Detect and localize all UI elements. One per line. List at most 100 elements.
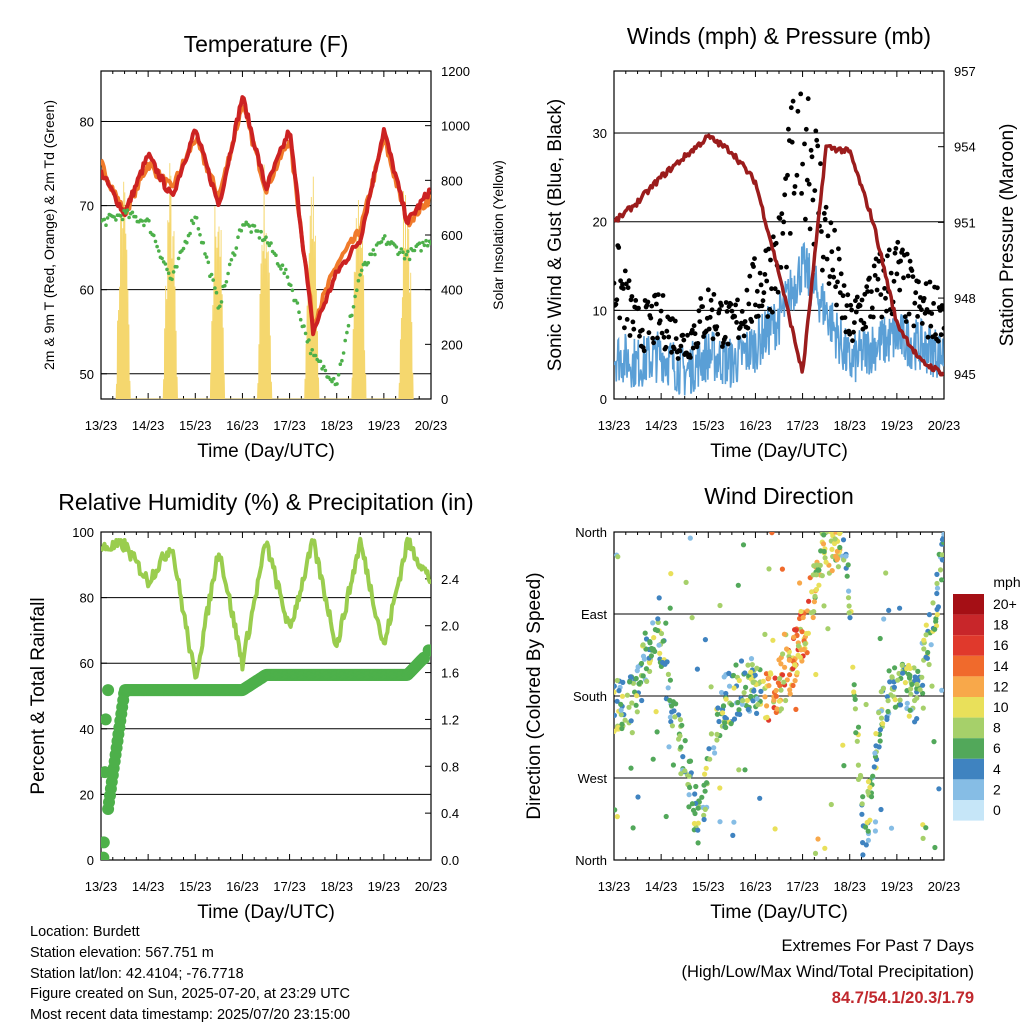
legend-label: 16 <box>993 637 1009 653</box>
dewpoint-point <box>265 241 270 245</box>
gust-point <box>844 303 850 308</box>
direction-point <box>853 730 859 736</box>
direction-point <box>650 756 656 762</box>
direction-point <box>619 693 626 699</box>
direction-point <box>870 773 876 779</box>
direction-point <box>704 780 710 786</box>
legend-label: 10 <box>993 699 1009 715</box>
direction-point <box>648 653 655 659</box>
direction-point <box>678 744 684 750</box>
direction-point <box>614 807 618 813</box>
gust-point <box>636 305 641 311</box>
direction-point <box>921 646 927 652</box>
gust-point <box>909 268 915 273</box>
direction-point <box>800 614 806 621</box>
dewpoint-point <box>175 265 179 269</box>
dewpoint-point <box>302 324 306 328</box>
gust-point <box>878 292 884 297</box>
gust-point <box>935 285 940 291</box>
direction-point <box>771 697 777 703</box>
direction-point <box>626 704 632 710</box>
direction-point <box>878 715 885 721</box>
gust-point <box>849 307 854 313</box>
gust-point <box>898 258 903 264</box>
direction-point <box>614 689 617 695</box>
gust-point <box>826 281 832 286</box>
gust-point <box>707 314 713 320</box>
legend-swatch <box>953 697 984 718</box>
gust-point <box>901 275 906 281</box>
dewpoint-point <box>298 317 303 322</box>
dewpoint-point <box>277 264 282 268</box>
gust-point <box>779 211 785 217</box>
direction-point <box>740 698 746 704</box>
dewpoint-point <box>214 290 219 295</box>
gust-point <box>931 301 936 306</box>
dewpoint-point <box>236 235 240 239</box>
dewpoint-point <box>343 338 348 343</box>
direction-point <box>757 795 763 801</box>
direction-point <box>701 812 707 818</box>
dewpoint-point <box>355 288 359 293</box>
direction-point <box>823 559 829 565</box>
dewpoint-point <box>171 270 176 274</box>
gust-point <box>773 240 779 246</box>
dewpoint-point <box>211 278 215 282</box>
direction-point <box>907 707 913 713</box>
gust-point <box>701 334 706 339</box>
y2-tick-label: 0.8 <box>441 759 459 774</box>
dewpoint-point <box>147 218 151 223</box>
dewpoint-point <box>234 246 239 250</box>
direction-point <box>760 678 766 684</box>
x-tick-label: 13/23 <box>85 418 118 433</box>
direction-point <box>852 706 859 712</box>
direction-point <box>900 670 906 676</box>
direction-point <box>719 689 725 696</box>
gust-point <box>734 320 739 325</box>
direction-point <box>772 826 778 832</box>
direction-point <box>723 724 729 731</box>
dewpoint-point <box>425 243 430 248</box>
direction-point <box>801 646 807 653</box>
direction-point <box>877 738 883 744</box>
direction-point <box>809 589 815 595</box>
direction-point <box>792 627 798 633</box>
precip-point <box>101 836 110 849</box>
gust-point <box>820 254 826 260</box>
y2-tick-label: 945 <box>954 367 976 382</box>
direction-point <box>667 714 674 720</box>
gust-point <box>710 336 716 342</box>
gust-point <box>761 290 767 296</box>
gust-point <box>620 281 625 287</box>
gust-point <box>691 323 697 329</box>
y-tick-label: 40 <box>80 722 94 737</box>
gust-point <box>770 234 776 240</box>
recent-timestamp: Most recent data timestamp: 2025/07/20 2… <box>30 1007 351 1024</box>
direction-point <box>906 713 912 719</box>
direction-point <box>934 571 940 578</box>
direction-point <box>643 666 650 672</box>
gust-point <box>915 314 920 319</box>
dewpoint-point <box>259 229 263 234</box>
dewpoint-point <box>280 263 285 268</box>
direction-point <box>822 555 828 561</box>
gust-point <box>630 319 636 325</box>
gust-point <box>675 356 681 361</box>
gust-point <box>660 293 666 298</box>
direction-point <box>667 605 673 611</box>
direction-point <box>654 627 661 634</box>
direction-point <box>714 731 720 738</box>
dewpoint-point <box>196 227 201 231</box>
direction-point <box>862 824 869 830</box>
gust-point <box>781 219 787 225</box>
direction-point <box>706 746 712 752</box>
direction-point <box>937 567 944 573</box>
gust-point <box>869 289 874 294</box>
gust-point <box>733 302 738 308</box>
gust-point <box>861 320 867 326</box>
direction-point <box>695 827 701 833</box>
direction-point <box>784 646 790 652</box>
y2-tick-label: 1200 <box>441 64 470 79</box>
direction-point <box>748 693 754 699</box>
direction-point <box>750 679 756 686</box>
